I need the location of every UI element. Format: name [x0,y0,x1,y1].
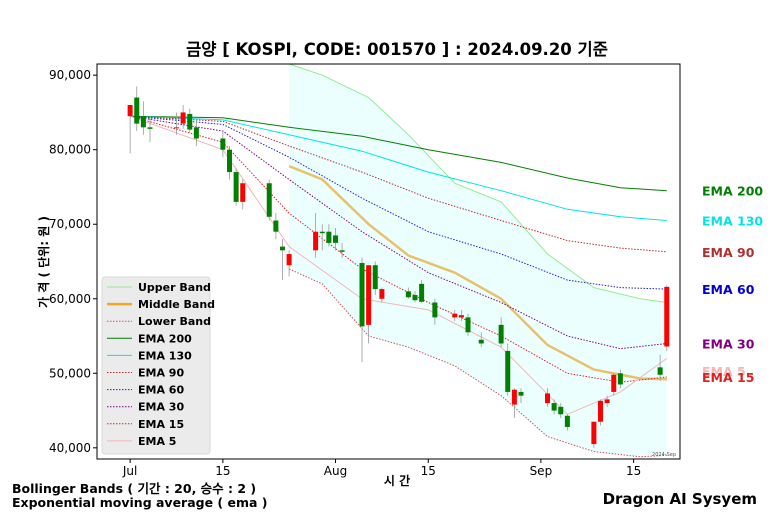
y-tick-label: 80,000 [49,143,91,157]
candle-body [333,235,338,243]
candle-body [233,172,239,202]
candle-body [604,399,610,404]
candle-body [551,403,557,411]
candle-body [187,113,193,130]
candle-body [591,421,597,445]
candle-body [657,367,663,375]
series-line-ema-90 [130,115,667,253]
candle-body [366,265,372,325]
legend-label: EMA 130 [138,349,192,362]
candle-body [273,220,279,232]
candle-body [545,393,550,404]
candle-body [339,250,345,252]
brand-label: Dragon AI Sysyem [602,490,757,508]
legend-label: EMA 30 [138,401,184,414]
candle-body [326,231,332,243]
candle-body [180,112,186,124]
candle-body [412,295,418,301]
right-label-ema-130: EMA 130 [702,214,763,229]
y-tick-label: 60,000 [49,292,91,306]
candle-body [240,183,246,202]
right-label-ema-60: EMA 60 [702,282,755,297]
candle-body [419,283,425,302]
candle-body [174,127,179,129]
candle-body [498,324,504,344]
legend-label: EMA 60 [138,384,184,397]
series-line-ema-60 [130,115,667,290]
series-line-ema-5 [129,115,668,415]
candle-body [558,406,564,415]
y-tick-label: 50,000 [49,366,91,380]
candle-body [432,302,438,318]
legend-label: EMA 90 [138,367,184,380]
x-tick-label: 15 [421,464,436,478]
legend: Upper Band Middle Band Lower Band EMA 200 EM… [101,276,215,455]
candle-body [147,127,153,129]
right-label-ema-200: EMA 200 [702,184,763,199]
ema-right-labels: EMA 200 EMA 130 EMA 90 EMA 60 EMA 30 EMA 5EMA… [702,184,763,385]
x-tick-label: Aug [324,464,347,478]
candle-body [452,313,458,318]
chart-title: 금양 [ KOSPI, CODE: 001570 ] : 2024.09.20 … [186,40,608,59]
candle-body [266,183,272,217]
series-line-ema-130 [130,115,667,221]
candle-body [372,265,378,290]
candle-body [511,389,517,405]
bollinger-band-fill [289,64,667,457]
candle-body [598,400,603,422]
right-label-ema-90: EMA 90 [702,245,755,260]
candle-body [359,262,365,327]
candle-body [379,289,385,299]
candle-body [286,254,292,266]
candle-body [664,286,670,347]
ema-note: Exponential moving average ( ema ) [12,495,268,510]
right-label-ema-5: EMA 5 [702,364,746,379]
candle-body [280,246,285,251]
legend-label: EMA 200 [138,332,192,345]
series-line-ema-200 [130,115,667,192]
right-label-ema-15: EMA 15 [702,370,754,385]
axes: 40,000 50,000 60,000 70,000 80,000 90,000 Jul 1… [49,68,641,478]
candle-body [227,149,232,173]
candle-body [140,116,146,128]
plot-area [127,63,670,458]
candle-body [405,291,411,298]
candle-body [458,315,464,318]
legend-label: Lower Band [138,315,211,328]
legend-label: EMA 15 [138,418,184,431]
y-tick-label: 90,000 [49,68,91,82]
y-tick-label: 70,000 [49,217,91,231]
candle-body [193,127,199,139]
candle-body [518,391,524,396]
x-tick-label: Jul [122,464,137,478]
candle-body [611,374,617,392]
x-axis-label: 시 간 [384,473,410,488]
x-tick-label: Sep [530,464,553,478]
y-tick-label: 40,000 [49,441,91,455]
candle-body [465,317,471,333]
x-tick-label: 15 [626,464,641,478]
candle-body [313,231,319,251]
legend-label: EMA 5 [138,435,176,448]
y-axis-label: 가 격 ( 단위: 원 ) [36,216,51,308]
legend-label: Upper Band [138,281,211,294]
plot-frame [96,63,681,460]
candle-body [127,104,133,117]
candle-body [505,350,511,392]
candle-body [134,97,140,124]
candle-body [617,373,623,385]
series-line-upper-band [288,63,667,303]
candle-body [319,231,325,234]
x-tick-label: 15 [215,464,230,478]
candle-body [220,138,226,150]
series-line-ema-30 [130,115,667,350]
bollinger-note: Bollinger Bands ( 기간 : 20, 승수 : 2 ) [12,481,257,496]
series-line-middle-band [288,164,667,381]
candle-body [564,415,570,427]
legend-label: Middle Band [138,298,215,311]
corner-date-label: 2024-Sep [652,452,676,458]
right-label-ema-30: EMA 30 [702,336,755,351]
candle-body [478,339,484,344]
